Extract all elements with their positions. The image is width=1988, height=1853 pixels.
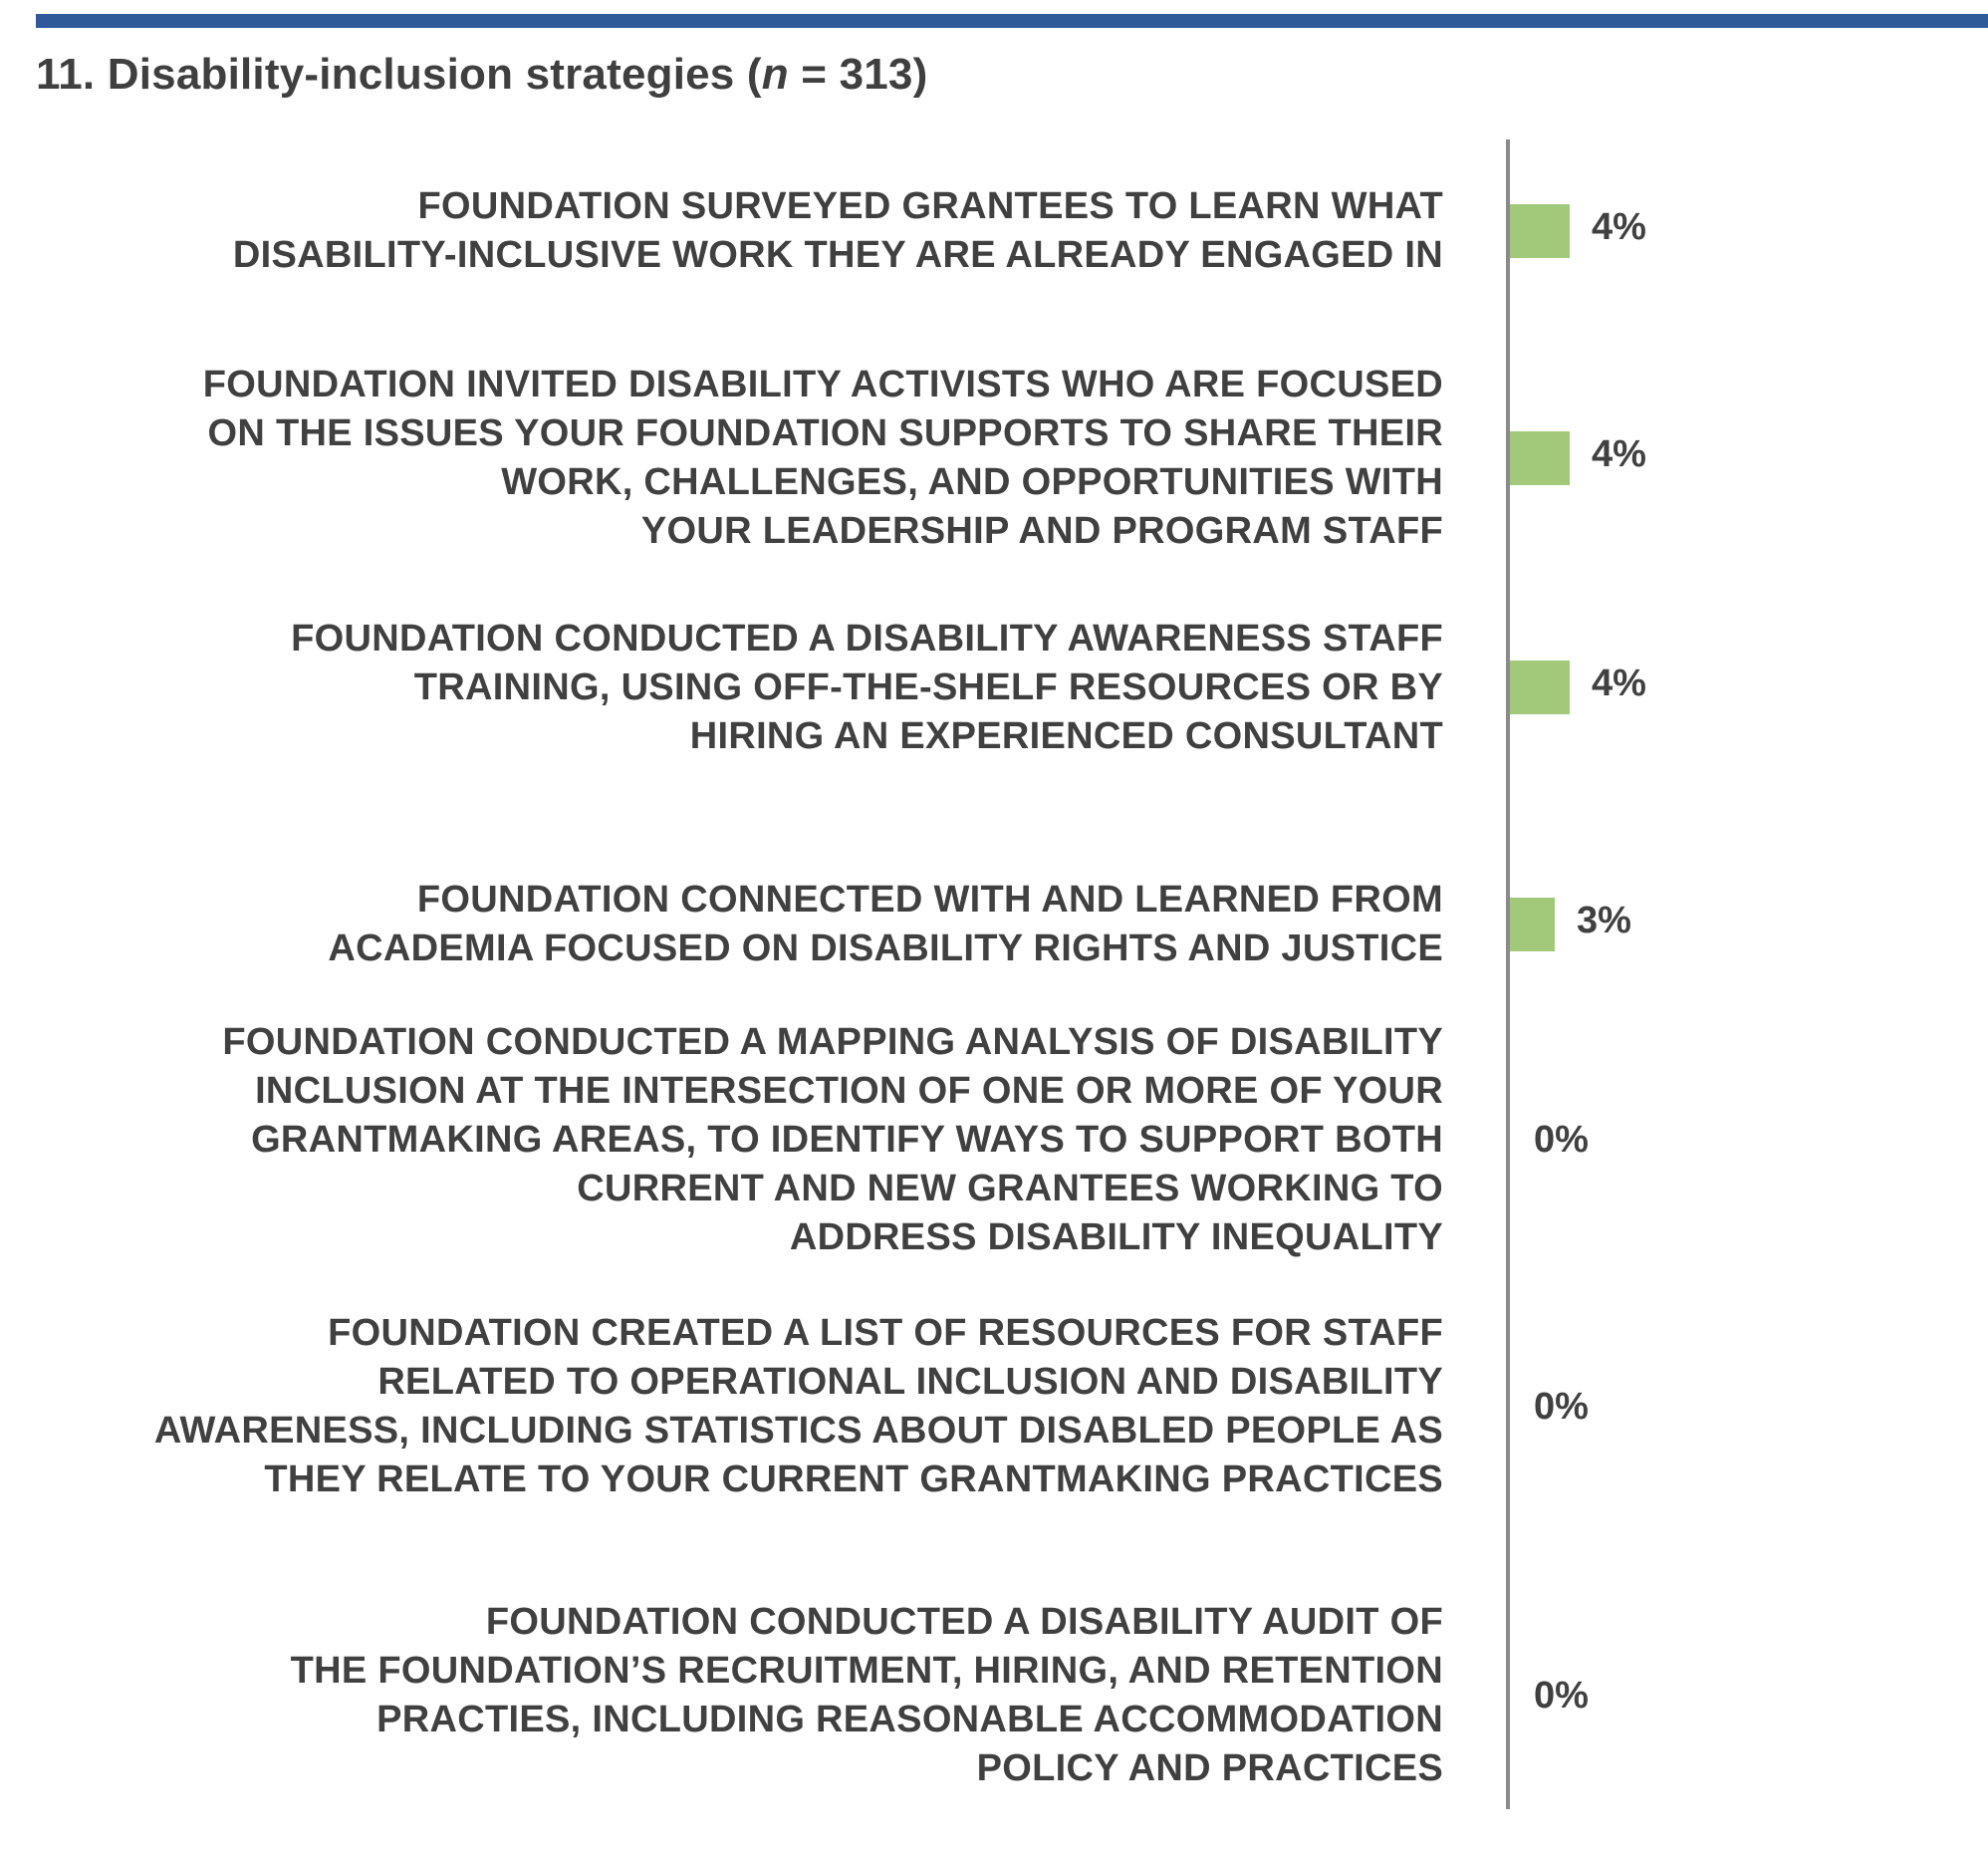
chart-title-n-symbol: n	[761, 50, 789, 99]
bar-value-label: 0%	[1534, 1675, 1589, 1717]
category-label: FOUNDATION SURVEYED GRANTEES TO LEARN WH…	[232, 185, 1443, 276]
chart-title-suffix: = 313)	[788, 50, 928, 99]
chart-title-prefix: 11. Disability-inclusion strategies (	[36, 50, 762, 99]
bar	[1510, 431, 1570, 485]
chart-title: 11. Disability-inclusion strategies (n =…	[36, 50, 927, 100]
bar	[1510, 898, 1555, 951]
bar-value-label: 3%	[1577, 900, 1631, 941]
category-label: FOUNDATION INVITED DISABILITY ACTIVISTS …	[202, 364, 1443, 552]
bar-value-label: 0%	[1534, 1119, 1589, 1161]
category-label: FOUNDATION CONDUCTED A MAPPING ANALYSIS …	[222, 1020, 1443, 1258]
category-label: FOUNDATION CONDUCTED A DISABILITY AUDIT …	[290, 1601, 1443, 1789]
bar-value-label: 0%	[1534, 1386, 1589, 1428]
bar	[1510, 661, 1570, 714]
bar-value-label: 4%	[1592, 206, 1646, 248]
category-label: FOUNDATION CONDUCTED A DISABILITY AWAREN…	[291, 617, 1443, 757]
category-label: FOUNDATION CREATED A LIST OF RESOURCES F…	[153, 1312, 1443, 1500]
bar	[1510, 204, 1570, 258]
bar-value-label: 4%	[1592, 433, 1646, 475]
category-label: FOUNDATION CONNECTED WITH AND LEARNED FR…	[328, 879, 1443, 969]
top-rule	[36, 14, 1988, 28]
category-axis-line	[1506, 139, 1510, 1809]
bar-value-label: 4%	[1592, 662, 1646, 704]
